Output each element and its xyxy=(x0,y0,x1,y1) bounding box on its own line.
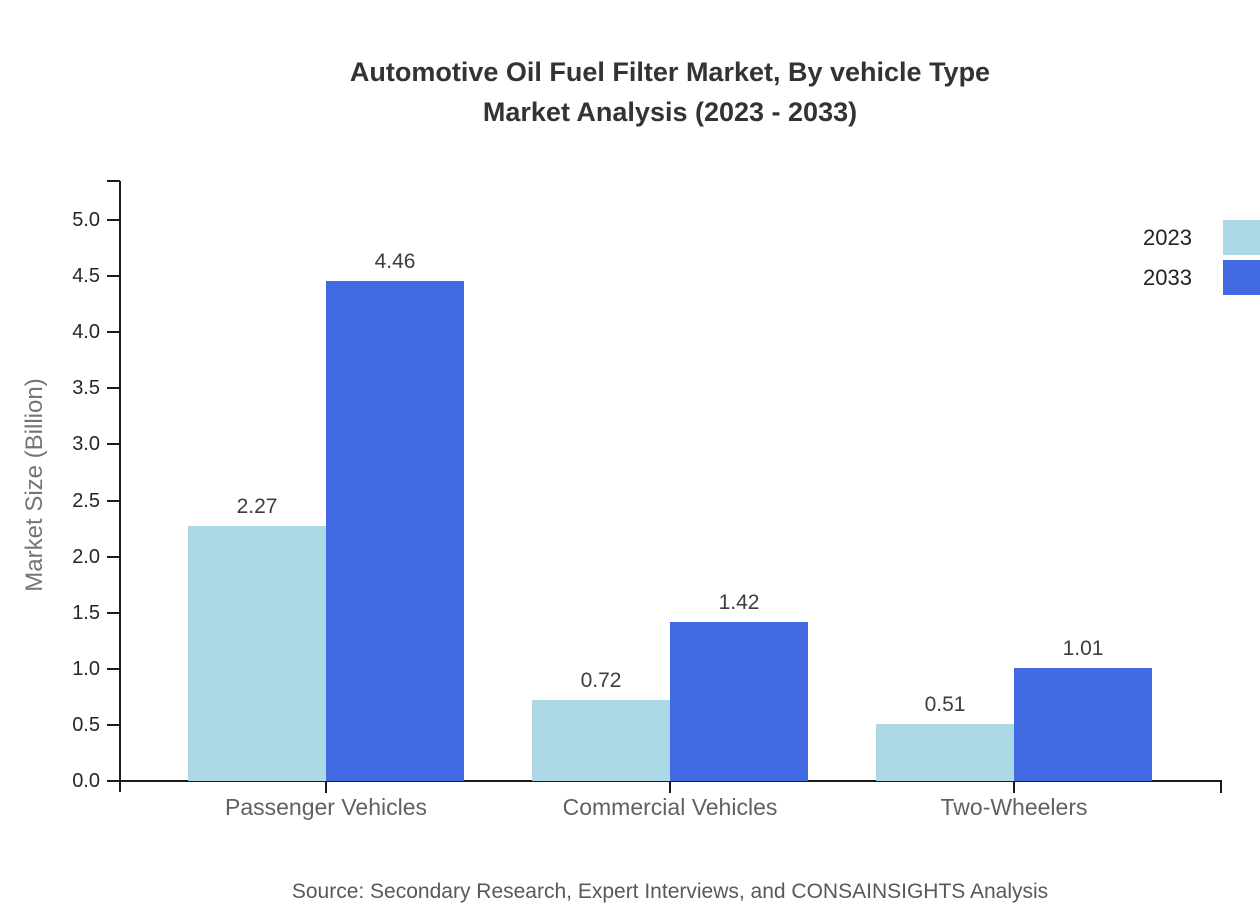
x-axis-spine xyxy=(107,780,1222,782)
y-tick-mark xyxy=(107,219,120,221)
bar-value-label: 1.01 xyxy=(1062,636,1104,660)
bar-value-label: 1.42 xyxy=(718,590,760,614)
y-axis-spine xyxy=(119,181,121,792)
x-category-label: Two-Wheelers xyxy=(940,794,1088,820)
y-tick-mark xyxy=(107,499,120,502)
y-tick-mark xyxy=(107,555,120,558)
bar-2033-2 xyxy=(1014,667,1152,781)
legend-row: 2023 xyxy=(1143,220,1260,255)
y-tick-mark xyxy=(107,723,120,726)
x-tick-mark xyxy=(669,781,671,793)
legend-row: 2033 xyxy=(1143,260,1260,295)
y-tick-label: 2.5 xyxy=(72,489,100,512)
y-tick-label: 4.5 xyxy=(72,265,100,288)
x-axis-end-cap xyxy=(1220,781,1222,793)
chart-title: Automotive Oil Fuel Filter Market, By ve… xyxy=(80,52,1260,132)
y-tick-label: 0.0 xyxy=(72,770,100,792)
bar-value-label: 4.46 xyxy=(374,249,416,273)
x-tick-mark xyxy=(1013,781,1015,793)
bar-2033-0 xyxy=(326,280,464,781)
y-tick-label: 5.0 xyxy=(72,209,100,231)
legend: 2023 2033 xyxy=(1143,220,1260,295)
legend-label: 2023 xyxy=(1143,224,1192,250)
bar-value-label: 0.72 xyxy=(580,669,622,693)
y-tick-label: 1.0 xyxy=(72,657,100,680)
y-tick-label: 0.5 xyxy=(72,713,100,736)
bar-2033-1 xyxy=(670,621,808,781)
x-category-label: Passenger Vehicles xyxy=(224,794,428,820)
y-tick-mark xyxy=(107,611,120,614)
bar-2023-1 xyxy=(532,700,670,781)
y-tick-label: 1.5 xyxy=(72,601,100,624)
legend-swatch xyxy=(1223,260,1260,295)
y-tick-label: 2.0 xyxy=(72,545,100,568)
y-tick-mark xyxy=(107,387,120,390)
legend-label: 2033 xyxy=(1143,264,1192,290)
y-tick-mark xyxy=(107,443,120,446)
legend-swatch xyxy=(1223,220,1260,255)
chart-title-line2: Market Analysis (2023 - 2033) xyxy=(482,97,858,127)
bar-2023-2 xyxy=(876,723,1014,781)
y-tick-label: 3.5 xyxy=(72,377,100,400)
x-tick-mark xyxy=(325,781,327,793)
chart-title-line1: Automotive Oil Fuel Filter Market, By ve… xyxy=(349,57,991,87)
y-tick-mark xyxy=(107,331,120,334)
y-axis-top-cap xyxy=(107,180,120,182)
y-tick-mark xyxy=(107,780,120,782)
bar-value-label: 0.51 xyxy=(924,692,966,716)
y-tick-mark xyxy=(107,667,120,670)
y-tick-label: 3.0 xyxy=(72,433,100,456)
x-category-label: Commercial Vehicles xyxy=(562,794,778,820)
bar-value-label: 2.27 xyxy=(236,495,278,519)
y-tick-mark xyxy=(107,275,120,278)
source-attribution: Source: Secondary Research, Expert Inter… xyxy=(291,880,1049,903)
y-tick-label: 4.0 xyxy=(72,321,100,344)
bar-2023-0 xyxy=(188,526,326,781)
